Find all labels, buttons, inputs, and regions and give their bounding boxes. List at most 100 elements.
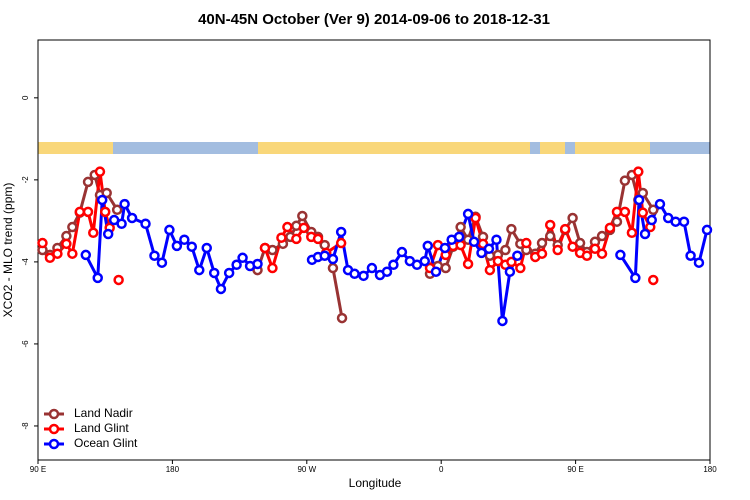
data-point [506,223,517,235]
data-point [619,206,631,218]
data-point [223,267,235,279]
data-point [500,244,511,256]
data-point [215,283,227,295]
data-point [453,231,465,243]
data-point [80,249,92,261]
y-tick-label: -2 [21,176,30,184]
data-point [536,237,548,249]
data-point [619,175,631,186]
data-point [201,242,212,254]
data-point [298,222,310,234]
data-point [536,248,548,259]
data-point [670,216,681,227]
y-tick-label: -4 [21,258,30,266]
data-point [231,259,242,271]
data-point [422,240,434,252]
data-point [171,240,183,252]
data-point [94,166,106,177]
legend-marker [48,423,60,435]
data-point [126,212,138,224]
data-point [92,272,103,284]
land-band [38,142,113,154]
legend-marker [48,438,60,450]
x-tick-label: 90 E [30,465,46,474]
data-point [208,267,220,279]
data-point [113,274,124,286]
data-point [648,274,659,286]
x-axis-label: Longitude [349,476,402,490]
data-point [504,266,516,277]
data-point [119,198,130,210]
data-point [366,262,378,274]
data-point [654,198,666,210]
data-point [186,241,198,252]
data-point [512,250,523,261]
data-point [67,221,78,233]
data-point [685,250,696,261]
data-point [521,237,532,249]
data-point [581,250,593,261]
y-tick-label: -8 [21,422,30,430]
data-point [559,223,571,235]
data-point [639,228,651,240]
data-point [140,218,151,229]
data-point [604,222,616,234]
data-point [388,259,399,271]
data-point [678,216,690,227]
data-point [462,208,474,220]
data-point [701,224,713,236]
data-point [626,227,638,239]
y-tick-label: -6 [21,340,30,348]
data-point [149,250,160,261]
data-point [646,214,658,226]
x-tick-label: 180 [166,465,180,474]
data-point [102,228,114,240]
data-point [693,257,705,268]
data-point [156,257,168,268]
data-point [633,194,645,206]
land-band [575,142,650,154]
data-point [74,206,86,218]
land-band [430,142,530,154]
chart-title: 40N-45N October (Ver 9) 2014-09-06 to 20… [198,11,550,28]
data-point [349,268,360,280]
data-point [567,241,578,252]
data-point [381,266,393,277]
markers [37,166,713,327]
data-point [411,259,423,271]
data-point [52,248,63,259]
land-band [258,142,430,154]
data-point [267,262,278,274]
data-point [259,242,271,254]
land-band [540,142,565,154]
data-point [484,264,496,276]
data-point [515,262,526,274]
data-point [82,176,94,188]
data-point [194,264,205,276]
data-point [470,212,481,224]
data-point [67,248,78,259]
data-point [297,210,308,222]
data-point [319,250,330,261]
data-point [506,256,517,268]
data-point [327,253,339,265]
data-point [96,194,108,206]
data-point [116,218,127,229]
data-point [468,236,480,248]
legend-marker [48,408,60,420]
data-point [611,216,623,227]
data-point [497,315,508,327]
data-point [596,230,608,242]
data-point [419,255,431,267]
data-point [358,270,369,282]
data-point [648,204,659,216]
data-point [430,266,442,277]
data-point [179,234,190,245]
data-point [544,219,556,231]
data-point [552,244,563,256]
data-point [544,230,556,242]
legend-label: Land Glint [74,421,129,435]
data-point [101,187,112,199]
data-point [276,232,287,243]
